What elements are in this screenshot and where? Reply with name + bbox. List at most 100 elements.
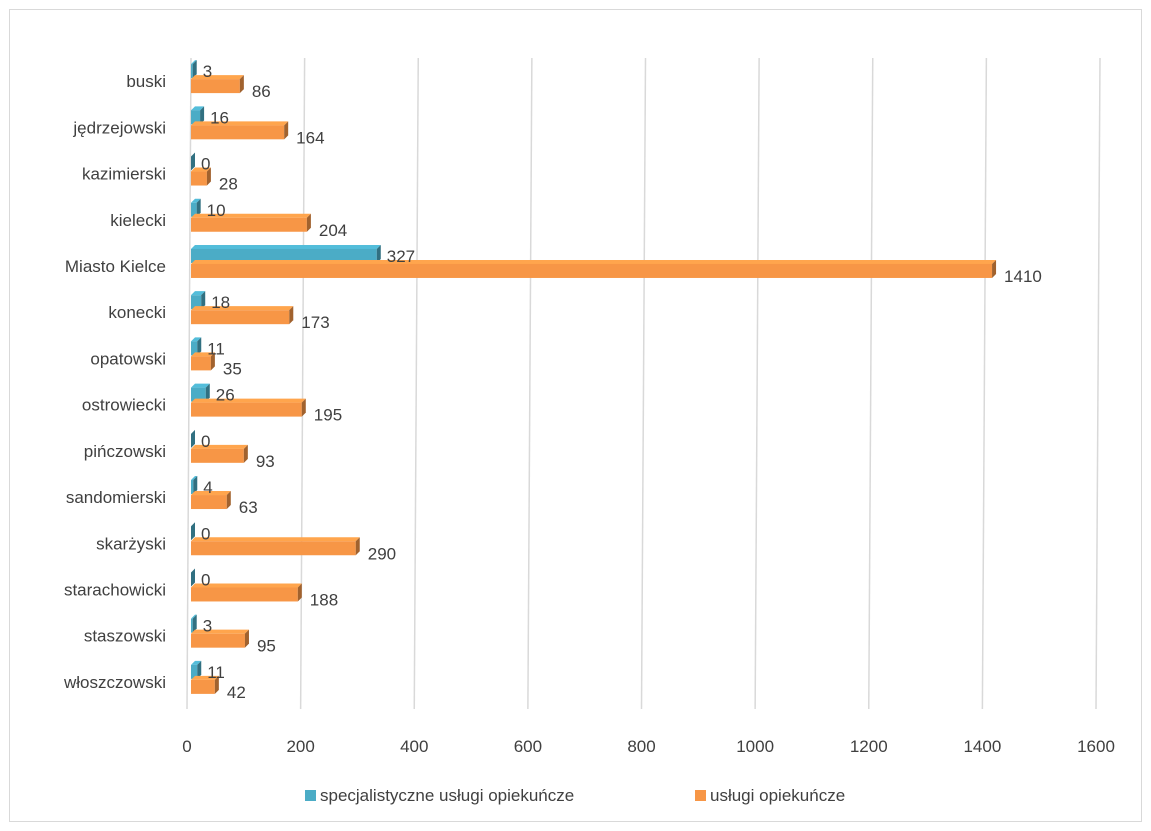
bar-side-face (196, 198, 201, 217)
bar (191, 79, 240, 94)
data-label: 195 (314, 406, 342, 425)
bar-side-face (193, 476, 198, 495)
data-label: 0 (201, 432, 210, 451)
bar-top-face (191, 198, 201, 203)
legend-label: specjalistyczne usługi opiekuńcze (320, 786, 574, 805)
data-labels: 3861616402810204327141018173113526195093… (201, 62, 1042, 702)
data-label: 173 (301, 313, 329, 332)
bar-top-face (191, 259, 997, 264)
x-tick-label: 0 (182, 737, 191, 756)
data-label: 35 (223, 359, 242, 378)
data-label: 0 (201, 570, 210, 589)
data-label: 3 (203, 617, 212, 636)
data-label: 10 (207, 201, 226, 220)
data-label: 86 (252, 82, 271, 101)
x-tick-label: 200 (286, 737, 314, 756)
bar-side-face (191, 568, 195, 587)
bar-side-face (301, 398, 306, 417)
bar-side-face (239, 75, 244, 94)
data-label: 3 (203, 62, 212, 81)
category-label: starachowicki (64, 580, 166, 599)
category-label: skarżyski (96, 534, 166, 553)
bar-side-face (200, 106, 205, 125)
data-label: 164 (296, 128, 324, 147)
bar (191, 402, 302, 417)
category-label: konecki (108, 303, 166, 322)
category-label: pińczowski (84, 442, 166, 461)
bar-top-face (191, 583, 302, 588)
data-label: 0 (201, 524, 210, 543)
bar-side-face (205, 383, 210, 402)
bar-top-face (191, 398, 306, 403)
bar-side-face (191, 522, 195, 541)
category-label: sandomierski (66, 488, 166, 507)
bars (191, 60, 997, 694)
data-label: 28 (219, 175, 238, 194)
bar (191, 64, 193, 79)
bar-side-face (191, 152, 195, 171)
bar-side-face (376, 244, 381, 263)
data-label: 26 (216, 386, 235, 405)
bar-top-face (191, 383, 210, 388)
category-label: ostrowiecki (82, 396, 166, 415)
category-labels: buski jędrzejowski kazimierski kielecki Mias… (63, 72, 166, 692)
bar-side-face (197, 337, 202, 356)
bar-side-face (214, 675, 219, 694)
data-label: 204 (319, 221, 347, 240)
data-label: 1410 (1004, 267, 1042, 286)
bar-side-face (191, 429, 195, 448)
category-label: jędrzejowski (72, 118, 166, 137)
bar-top-face (191, 121, 289, 126)
legend-label: usługi opiekuńcze (710, 786, 845, 805)
bar-side-face (226, 491, 231, 510)
legend-swatch (305, 790, 316, 801)
bar (191, 633, 245, 648)
bar-top-face (191, 337, 202, 342)
bar-side-face (192, 614, 197, 633)
data-label: 42 (227, 683, 246, 702)
x-tick-label: 1200 (850, 737, 888, 756)
data-label: 327 (387, 247, 415, 266)
bar-side-face (206, 167, 211, 186)
x-tick-label: 400 (400, 737, 428, 756)
bar-top-face (191, 537, 360, 542)
gridline (527, 57, 533, 710)
gridline (413, 57, 419, 710)
bar-top-face (191, 306, 294, 311)
bar (191, 125, 285, 140)
x-tick-label: 1000 (736, 737, 774, 756)
gridline (640, 57, 647, 710)
bar (191, 480, 194, 495)
bar-top-face (191, 675, 219, 680)
bar-top-face (191, 60, 197, 65)
data-label: 18 (211, 293, 230, 312)
data-label: 11 (207, 663, 225, 682)
bar (191, 341, 198, 356)
data-label: 4 (203, 478, 212, 497)
bar-side-face (192, 60, 197, 79)
bar-side-face (284, 121, 289, 140)
tick-labels: 0 200 400 600 800 1000 1200 1400 1600 (182, 737, 1115, 756)
bar (191, 202, 197, 217)
x-tick-label: 800 (627, 737, 655, 756)
bar-side-face (197, 660, 202, 679)
data-label: 95 (257, 637, 276, 656)
bar (191, 448, 244, 463)
legend: specjalistyczne usługi opiekuńcze usługi … (305, 786, 845, 805)
data-label: 290 (368, 544, 396, 563)
category-label: staszowski (84, 627, 166, 646)
x-tick-label: 600 (514, 737, 542, 756)
gridline (186, 57, 192, 710)
bar (191, 295, 202, 310)
bar (191, 110, 201, 125)
gridline (981, 57, 988, 710)
bar-top-face (191, 660, 202, 665)
bar-top-face (191, 291, 206, 296)
bar-top-face (191, 167, 211, 172)
bar-top-face (191, 244, 381, 249)
bar (191, 587, 298, 602)
bar (191, 263, 993, 278)
bar (191, 664, 198, 679)
category-label: kazimierski (82, 165, 166, 184)
bar-side-face (201, 291, 206, 310)
